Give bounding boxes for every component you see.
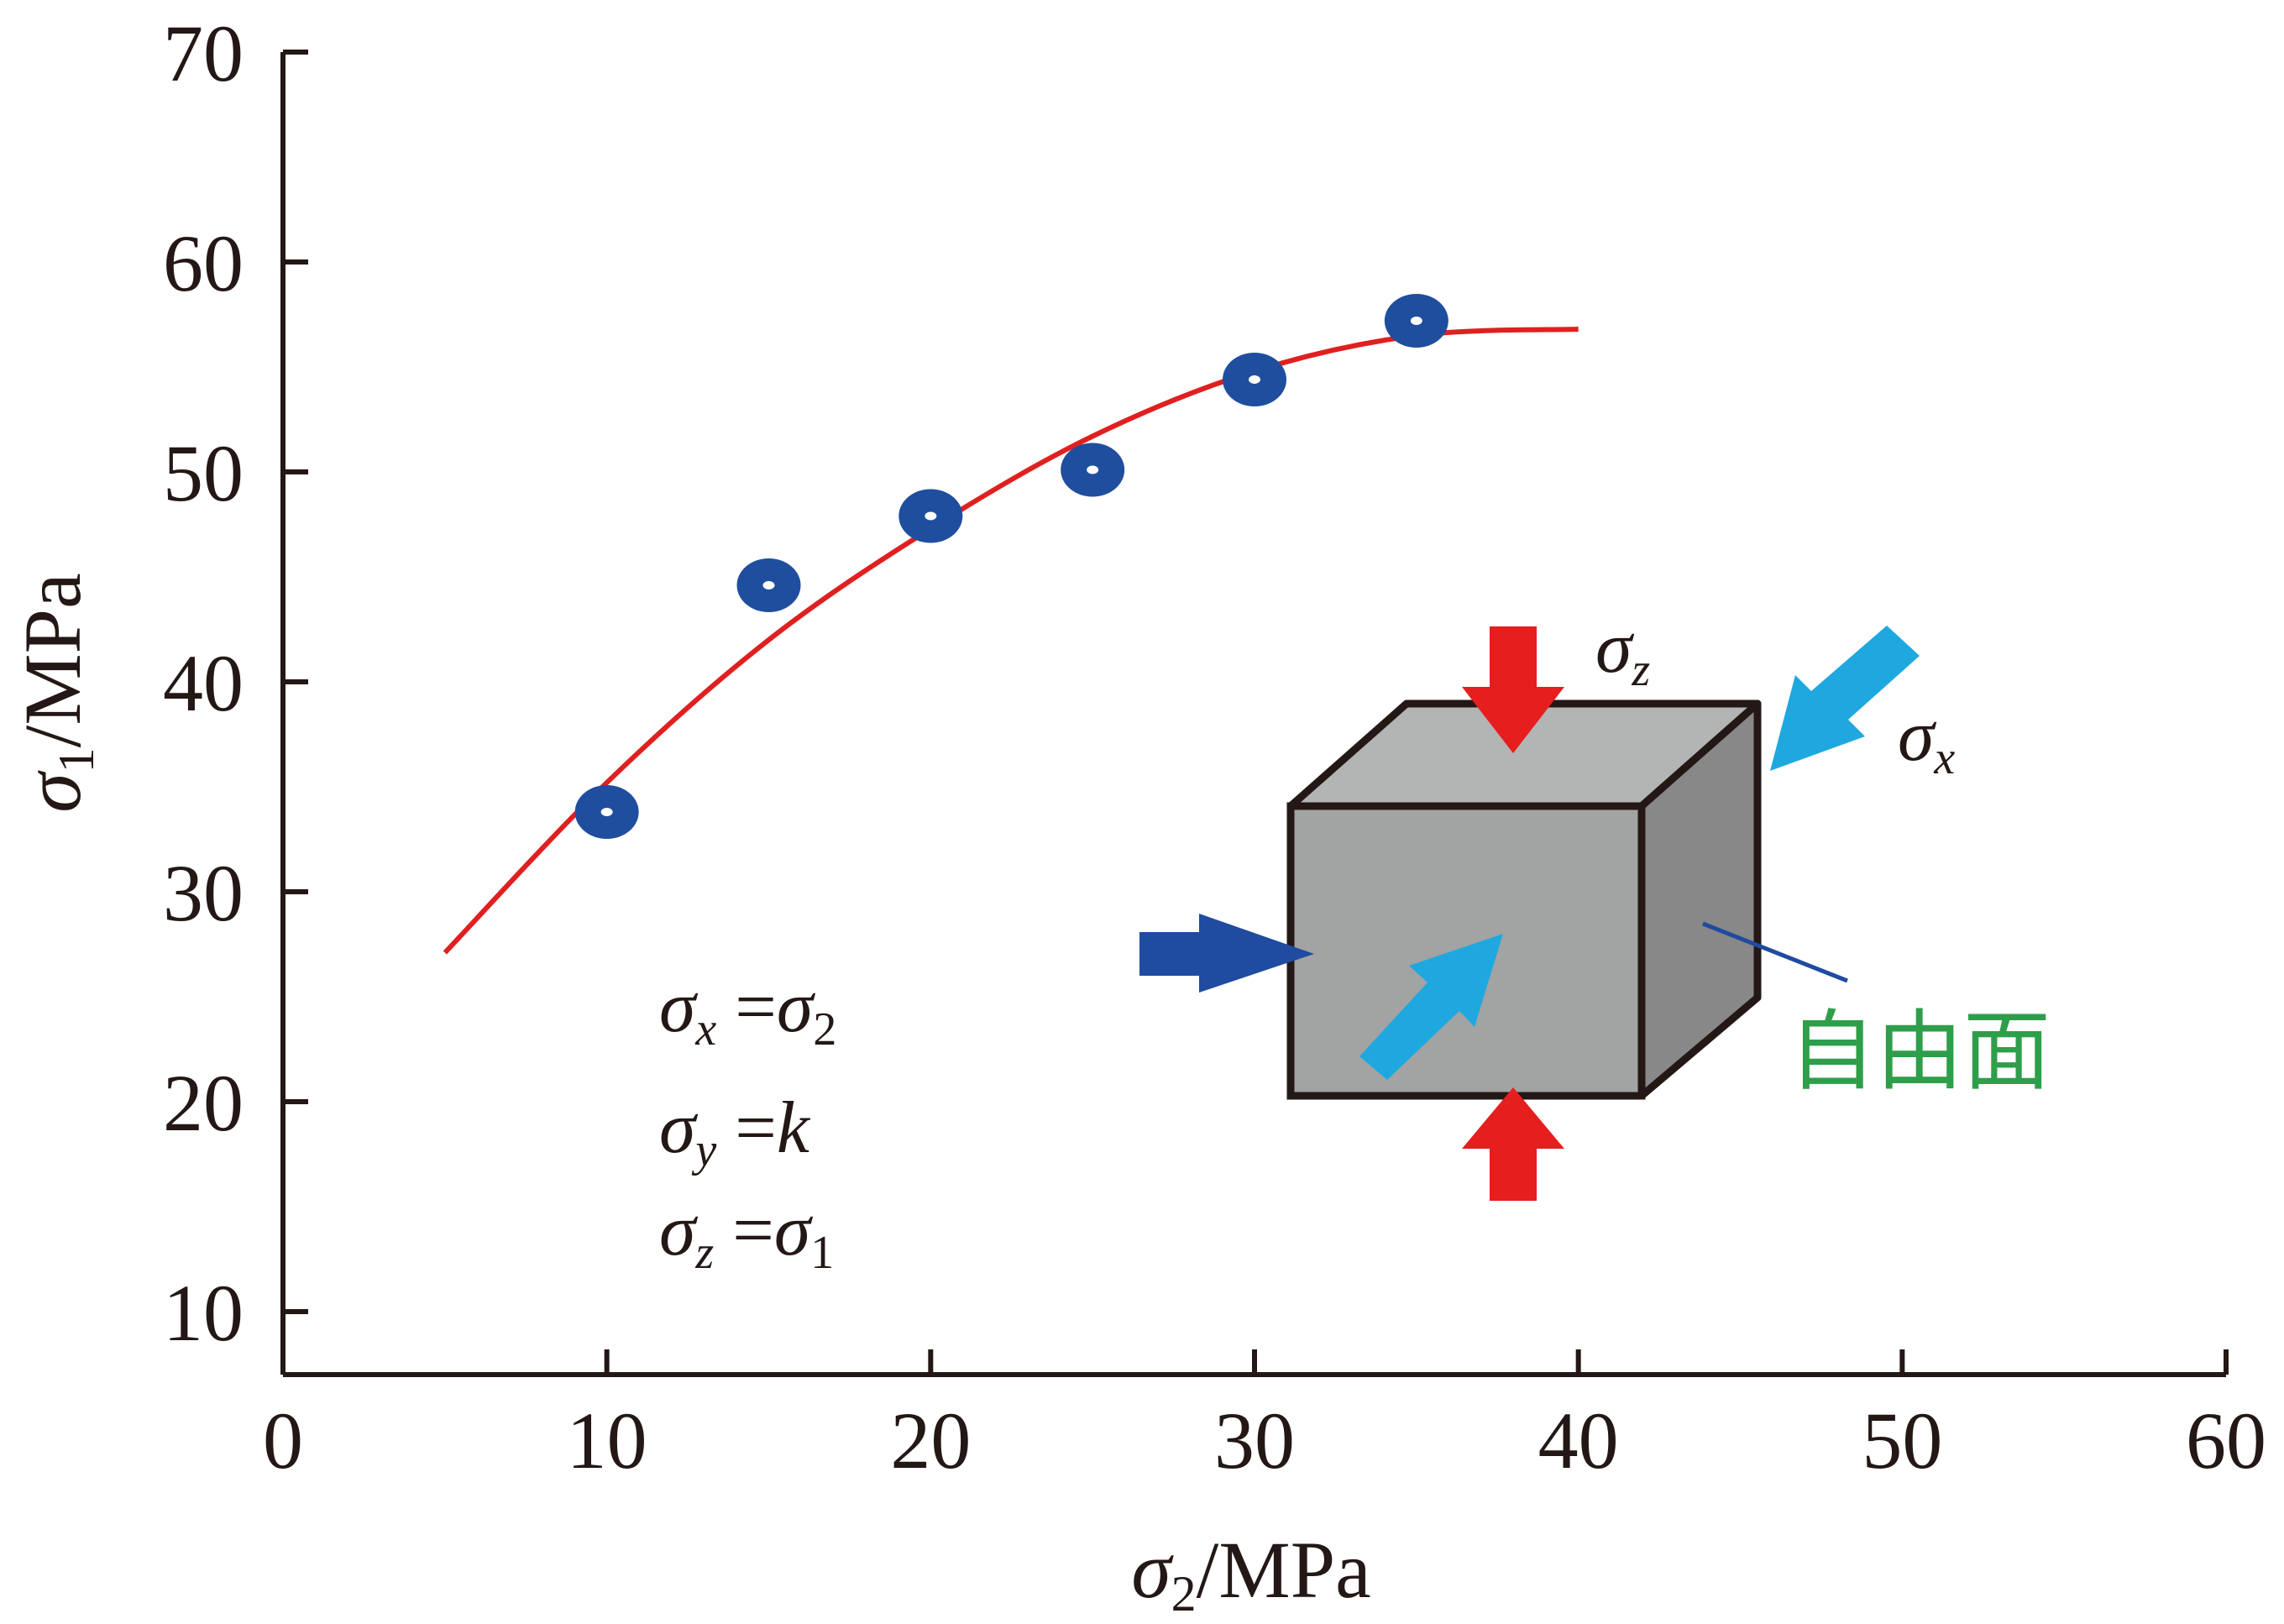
y-tick-label: 10	[163, 1268, 244, 1358]
data-point	[898, 489, 963, 543]
y-tick-label: 30	[163, 848, 244, 938]
x-tick-label: 60	[2186, 1396, 2266, 1485]
free-face-label: 自由面	[1789, 1000, 2051, 1103]
x-axis-ticks: 0 10 20 30 40 50 60	[263, 1349, 2266, 1485]
y-tick-label: 40	[163, 638, 244, 728]
x-tick-label: 0	[263, 1396, 303, 1485]
x-axis-title-symbol: σ	[1131, 1525, 1174, 1615]
data-point	[1061, 443, 1125, 497]
data-point-center	[1087, 465, 1099, 474]
data-point-center	[762, 581, 775, 589]
y-tick-label: 70	[163, 8, 244, 98]
sigma-z-arrow-bottom	[1462, 1087, 1564, 1201]
x-tick-label: 30	[1214, 1396, 1295, 1485]
data-point	[1384, 294, 1448, 348]
y-tick-label: 50	[163, 428, 244, 518]
data-point-center	[1249, 375, 1260, 384]
sigma-z-arrow-top	[1462, 626, 1564, 753]
x-tick-label: 10	[567, 1396, 647, 1485]
data-point	[574, 785, 639, 839]
x-tick-label: 50	[1862, 1396, 1942, 1485]
y-tick-label: 60	[163, 218, 244, 308]
y-axis-title: σ1/MPa	[8, 573, 104, 812]
data-point	[736, 558, 801, 612]
y-axis-title-subscript: 1	[49, 747, 104, 773]
sigma-x-arrow	[1770, 626, 1920, 771]
x-axis-title-subscript: 2	[1171, 1566, 1197, 1621]
data-point-center	[925, 511, 937, 521]
data-point-center	[600, 808, 613, 816]
equation-2: σy =k	[659, 1087, 811, 1176]
fit-curve	[443, 327, 1579, 955]
equations: σx =σ2 σy =k σz =σ1	[659, 967, 836, 1279]
sigma-x-label: σx	[1898, 695, 1955, 784]
y-axis-title-symbol: σ	[8, 770, 97, 813]
left-dark-blue-arrow	[1139, 914, 1314, 993]
data-point-center	[1410, 317, 1422, 325]
x-tick-label: 40	[1538, 1396, 1619, 1485]
y-axis-ticks: 10 20 30 40 50 60 70	[163, 8, 308, 1358]
data-point	[1223, 353, 1286, 406]
x-axis-title-unit: /MPa	[1197, 1525, 1371, 1615]
y-tick-label: 20	[163, 1058, 244, 1148]
front-light-blue-arrow	[1359, 934, 1503, 1080]
equation-3: σz =σ1	[659, 1190, 834, 1279]
free-face-leader-line	[1702, 921, 1848, 983]
sigma-z-label: σz	[1595, 607, 1650, 696]
equation-1: σx =σ2	[659, 967, 836, 1056]
data-points	[574, 294, 1448, 839]
y-axis-title-unit: /MPa	[8, 573, 97, 747]
x-tick-label: 20	[890, 1396, 971, 1485]
cube-inset: σz σx 自由面	[1139, 607, 2051, 1201]
x-axis-title: σ2/MPa	[1131, 1525, 1370, 1621]
